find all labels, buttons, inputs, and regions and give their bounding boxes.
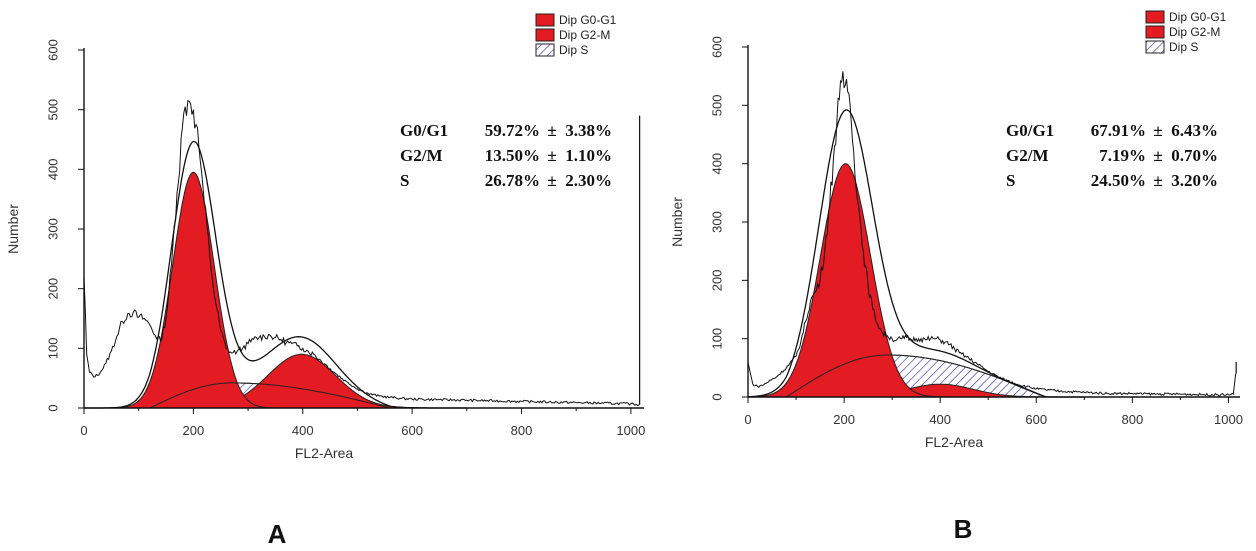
y-tick-label: 400 (45, 158, 60, 180)
x-tick-label: 400 (929, 412, 951, 427)
y-tick-label: 0 (45, 404, 60, 411)
y-axis-label: Number (669, 197, 685, 247)
legend-swatch (535, 43, 555, 57)
legend-label: Dip S (559, 43, 588, 57)
stat-plus-minus: ± (1153, 171, 1162, 190)
stat-error: 3.20% (1171, 171, 1218, 190)
x-tick-label: 1000 (616, 423, 645, 438)
panel-b: 0 100 200 300 400 500 600 0 200 400 600 800 1000 FL2-… (669, 10, 1243, 544)
legend-label: Dip G0-G1 (559, 13, 617, 27)
legend-swatch (1145, 25, 1165, 39)
y-tick-label: 100 (45, 337, 60, 359)
stat-value: 24.50% (1091, 171, 1146, 190)
histogram-line (747, 71, 1237, 397)
x-tick-label: 800 (511, 423, 533, 438)
legend-swatch (1145, 10, 1165, 24)
stat-plus-minus: ± (1153, 146, 1162, 165)
x-tick-label: 200 (833, 412, 855, 427)
y-tick-label: 200 (709, 269, 724, 291)
x-tick-label: 0 (744, 412, 751, 427)
y-tick-label: 600 (709, 36, 724, 58)
legend-label: Dip G2-M (559, 28, 610, 42)
stat-error: 6.43% (1171, 121, 1218, 140)
legend-swatch (535, 13, 555, 27)
stat-plus-minus: ± (547, 146, 556, 165)
legend-label: Dip S (1169, 40, 1198, 54)
x-tick-label: 800 (1122, 412, 1144, 427)
stat-phase-label: G0/G1 (1006, 121, 1054, 140)
stat-error: 0.70% (1171, 146, 1218, 165)
y-tick-label: 200 (45, 278, 60, 300)
x-axis-label: FL2-Area (295, 445, 354, 461)
y-tick-label: 300 (45, 218, 60, 240)
y-tick-label: 0 (709, 393, 724, 400)
stat-value: 13.50% (485, 146, 540, 165)
stat-error: 1.10% (565, 146, 612, 165)
panel-letter: A (268, 519, 287, 546)
y-tick-label: 500 (45, 99, 60, 121)
x-tick-label: 600 (401, 423, 423, 438)
y-tick-label: 100 (709, 328, 724, 350)
stat-phase-label: G0/G1 (400, 121, 448, 140)
stat-error: 3.38% (565, 121, 612, 140)
legend-label: Dip G2-M (1169, 25, 1220, 39)
stat-error: 2.30% (565, 171, 612, 190)
stat-value: 59.72% (485, 121, 540, 140)
x-tick-label: 600 (1025, 412, 1047, 427)
histogram-line (83, 99, 640, 407)
y-axis-label: Number (5, 204, 21, 254)
x-axis-label: FL2-Area (925, 434, 984, 450)
stat-phase-label: G2/M (400, 146, 443, 165)
y-tick-label: 400 (709, 153, 724, 175)
stat-value: 26.78% (485, 171, 540, 190)
stat-value: 67.91% (1091, 121, 1146, 140)
x-tick-label: 400 (292, 423, 314, 438)
y-tick-label: 600 (45, 39, 60, 61)
stat-phase-label: S (1006, 171, 1015, 190)
y-tick-label: 300 (709, 211, 724, 233)
stat-value: 7.19% (1099, 146, 1146, 165)
stat-plus-minus: ± (547, 171, 556, 190)
phase-stats: G0/G1 59.72% ±3.38% G2/M 13.50% ±1.10% S 26.78%… (400, 121, 612, 190)
x-tick-label: 200 (183, 423, 205, 438)
x-tick-label: 1000 (1214, 412, 1243, 427)
stat-plus-minus: ± (1153, 121, 1162, 140)
panel-letter: B (954, 514, 973, 544)
legend-label: Dip G0-G1 (1169, 10, 1227, 24)
legend-swatch (1145, 40, 1165, 54)
y-tick-label: 500 (709, 94, 724, 116)
x-tick-label: 0 (80, 423, 87, 438)
phase-stats: G0/G1 67.91% ±6.43% G2/M 7.19% ±0.70% S 24.50% ±… (1006, 121, 1218, 190)
stat-phase-label: G2/M (1006, 146, 1049, 165)
fit-envelope-line (748, 109, 1085, 398)
stat-phase-label: S (400, 171, 409, 190)
panel-a: 0 100 200 300 400 500 600 0 200 400 600 800 1000 FL2-… (5, 13, 645, 549)
legend-swatch (535, 28, 555, 42)
stat-plus-minus: ± (547, 121, 556, 140)
